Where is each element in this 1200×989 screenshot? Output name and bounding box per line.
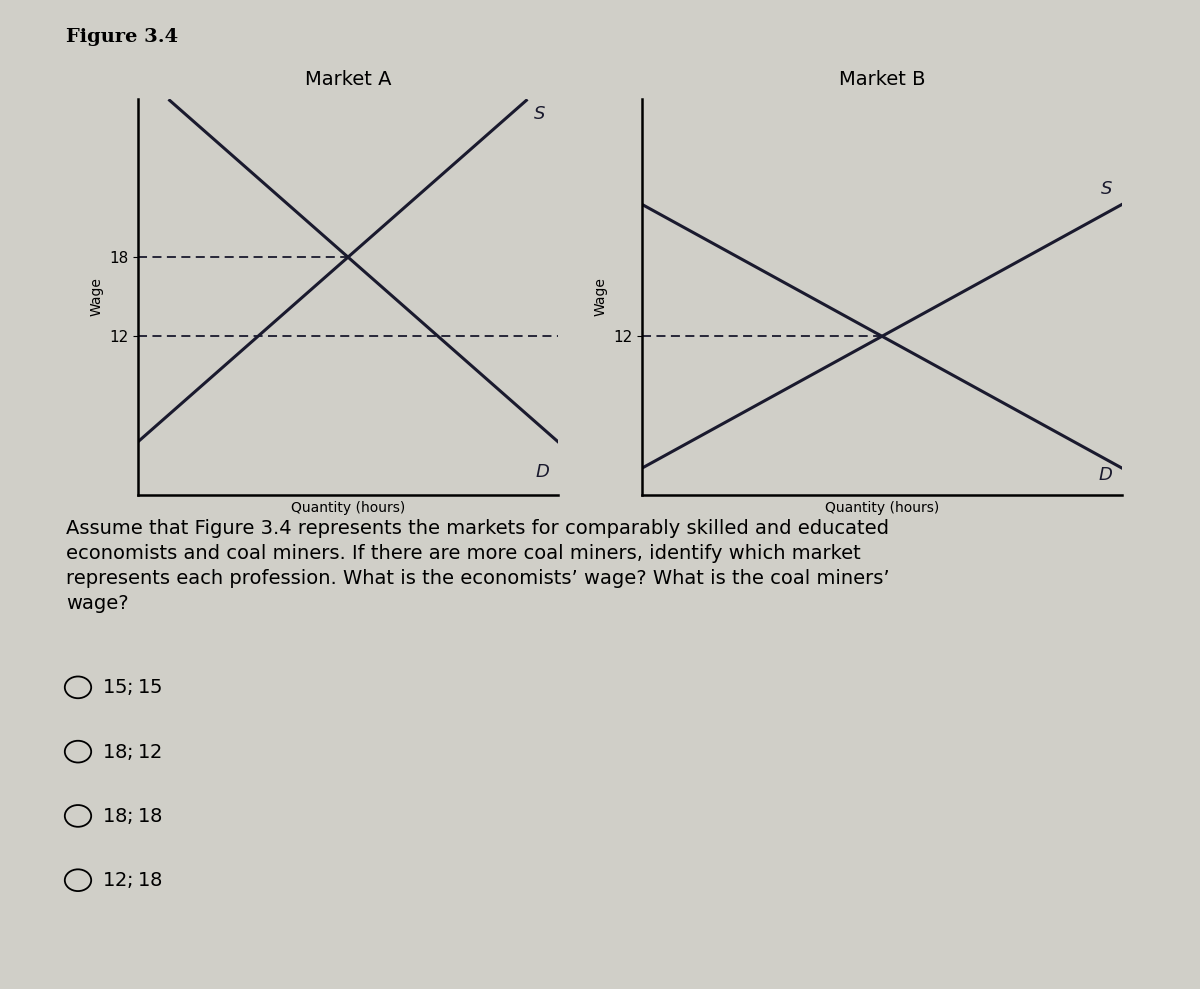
Y-axis label: Wage: Wage: [90, 277, 103, 316]
X-axis label: Quantity (hours): Quantity (hours): [824, 501, 940, 515]
Title: Market A: Market A: [305, 70, 391, 89]
Text: S: S: [534, 106, 546, 124]
X-axis label: Quantity (hours): Quantity (hours): [290, 501, 406, 515]
Text: S: S: [1102, 180, 1112, 198]
Text: $12; $18: $12; $18: [102, 870, 163, 890]
Text: $18; $12: $18; $12: [102, 742, 162, 762]
Y-axis label: Wage: Wage: [594, 277, 607, 316]
Text: D: D: [1098, 466, 1112, 484]
Title: Market B: Market B: [839, 70, 925, 89]
Text: Assume that Figure 3.4 represents the markets for comparably skilled and educate: Assume that Figure 3.4 represents the ma…: [66, 519, 889, 613]
Text: $18; $18: $18; $18: [102, 806, 163, 826]
Text: $15; $15: $15; $15: [102, 677, 162, 697]
Text: Figure 3.4: Figure 3.4: [66, 28, 178, 45]
Text: D: D: [535, 463, 550, 482]
